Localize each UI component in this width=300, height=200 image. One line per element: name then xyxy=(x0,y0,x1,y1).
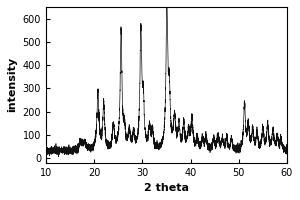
Y-axis label: intensity: intensity xyxy=(7,57,17,112)
X-axis label: 2 theta: 2 theta xyxy=(144,183,189,193)
